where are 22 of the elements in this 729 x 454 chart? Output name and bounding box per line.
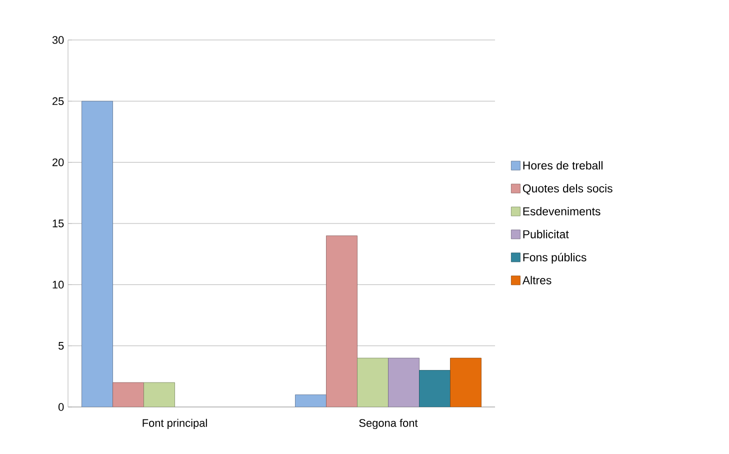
y-tick-label: 5 [58, 342, 64, 350]
bar [326, 236, 358, 407]
y-tick-label: 20 [52, 158, 64, 166]
bar [112, 382, 144, 407]
y-tick-label: 30 [52, 36, 64, 44]
bar [357, 358, 388, 407]
x-tick-label: Font principal [142, 418, 207, 430]
bar [82, 100, 113, 407]
legend-label: Esdeveniments [523, 206, 600, 216]
y-tick-label: 0 [58, 403, 64, 411]
bar [419, 370, 450, 407]
bar [144, 382, 175, 407]
legend-label: Fons públics [523, 252, 586, 264]
y-tick-label: 25 [52, 97, 64, 106]
legend-label: Quotes dels socis [522, 184, 612, 195]
legend-label: Publicitat [523, 230, 569, 238]
bar [295, 394, 326, 407]
y-tick-label: 15 [52, 220, 64, 228]
x-tick-label: Segona font [359, 418, 418, 430]
legend-label: Hores de treball [523, 161, 602, 170]
y-tick-label: 10 [52, 280, 64, 289]
legend-label: Altres [522, 276, 552, 284]
